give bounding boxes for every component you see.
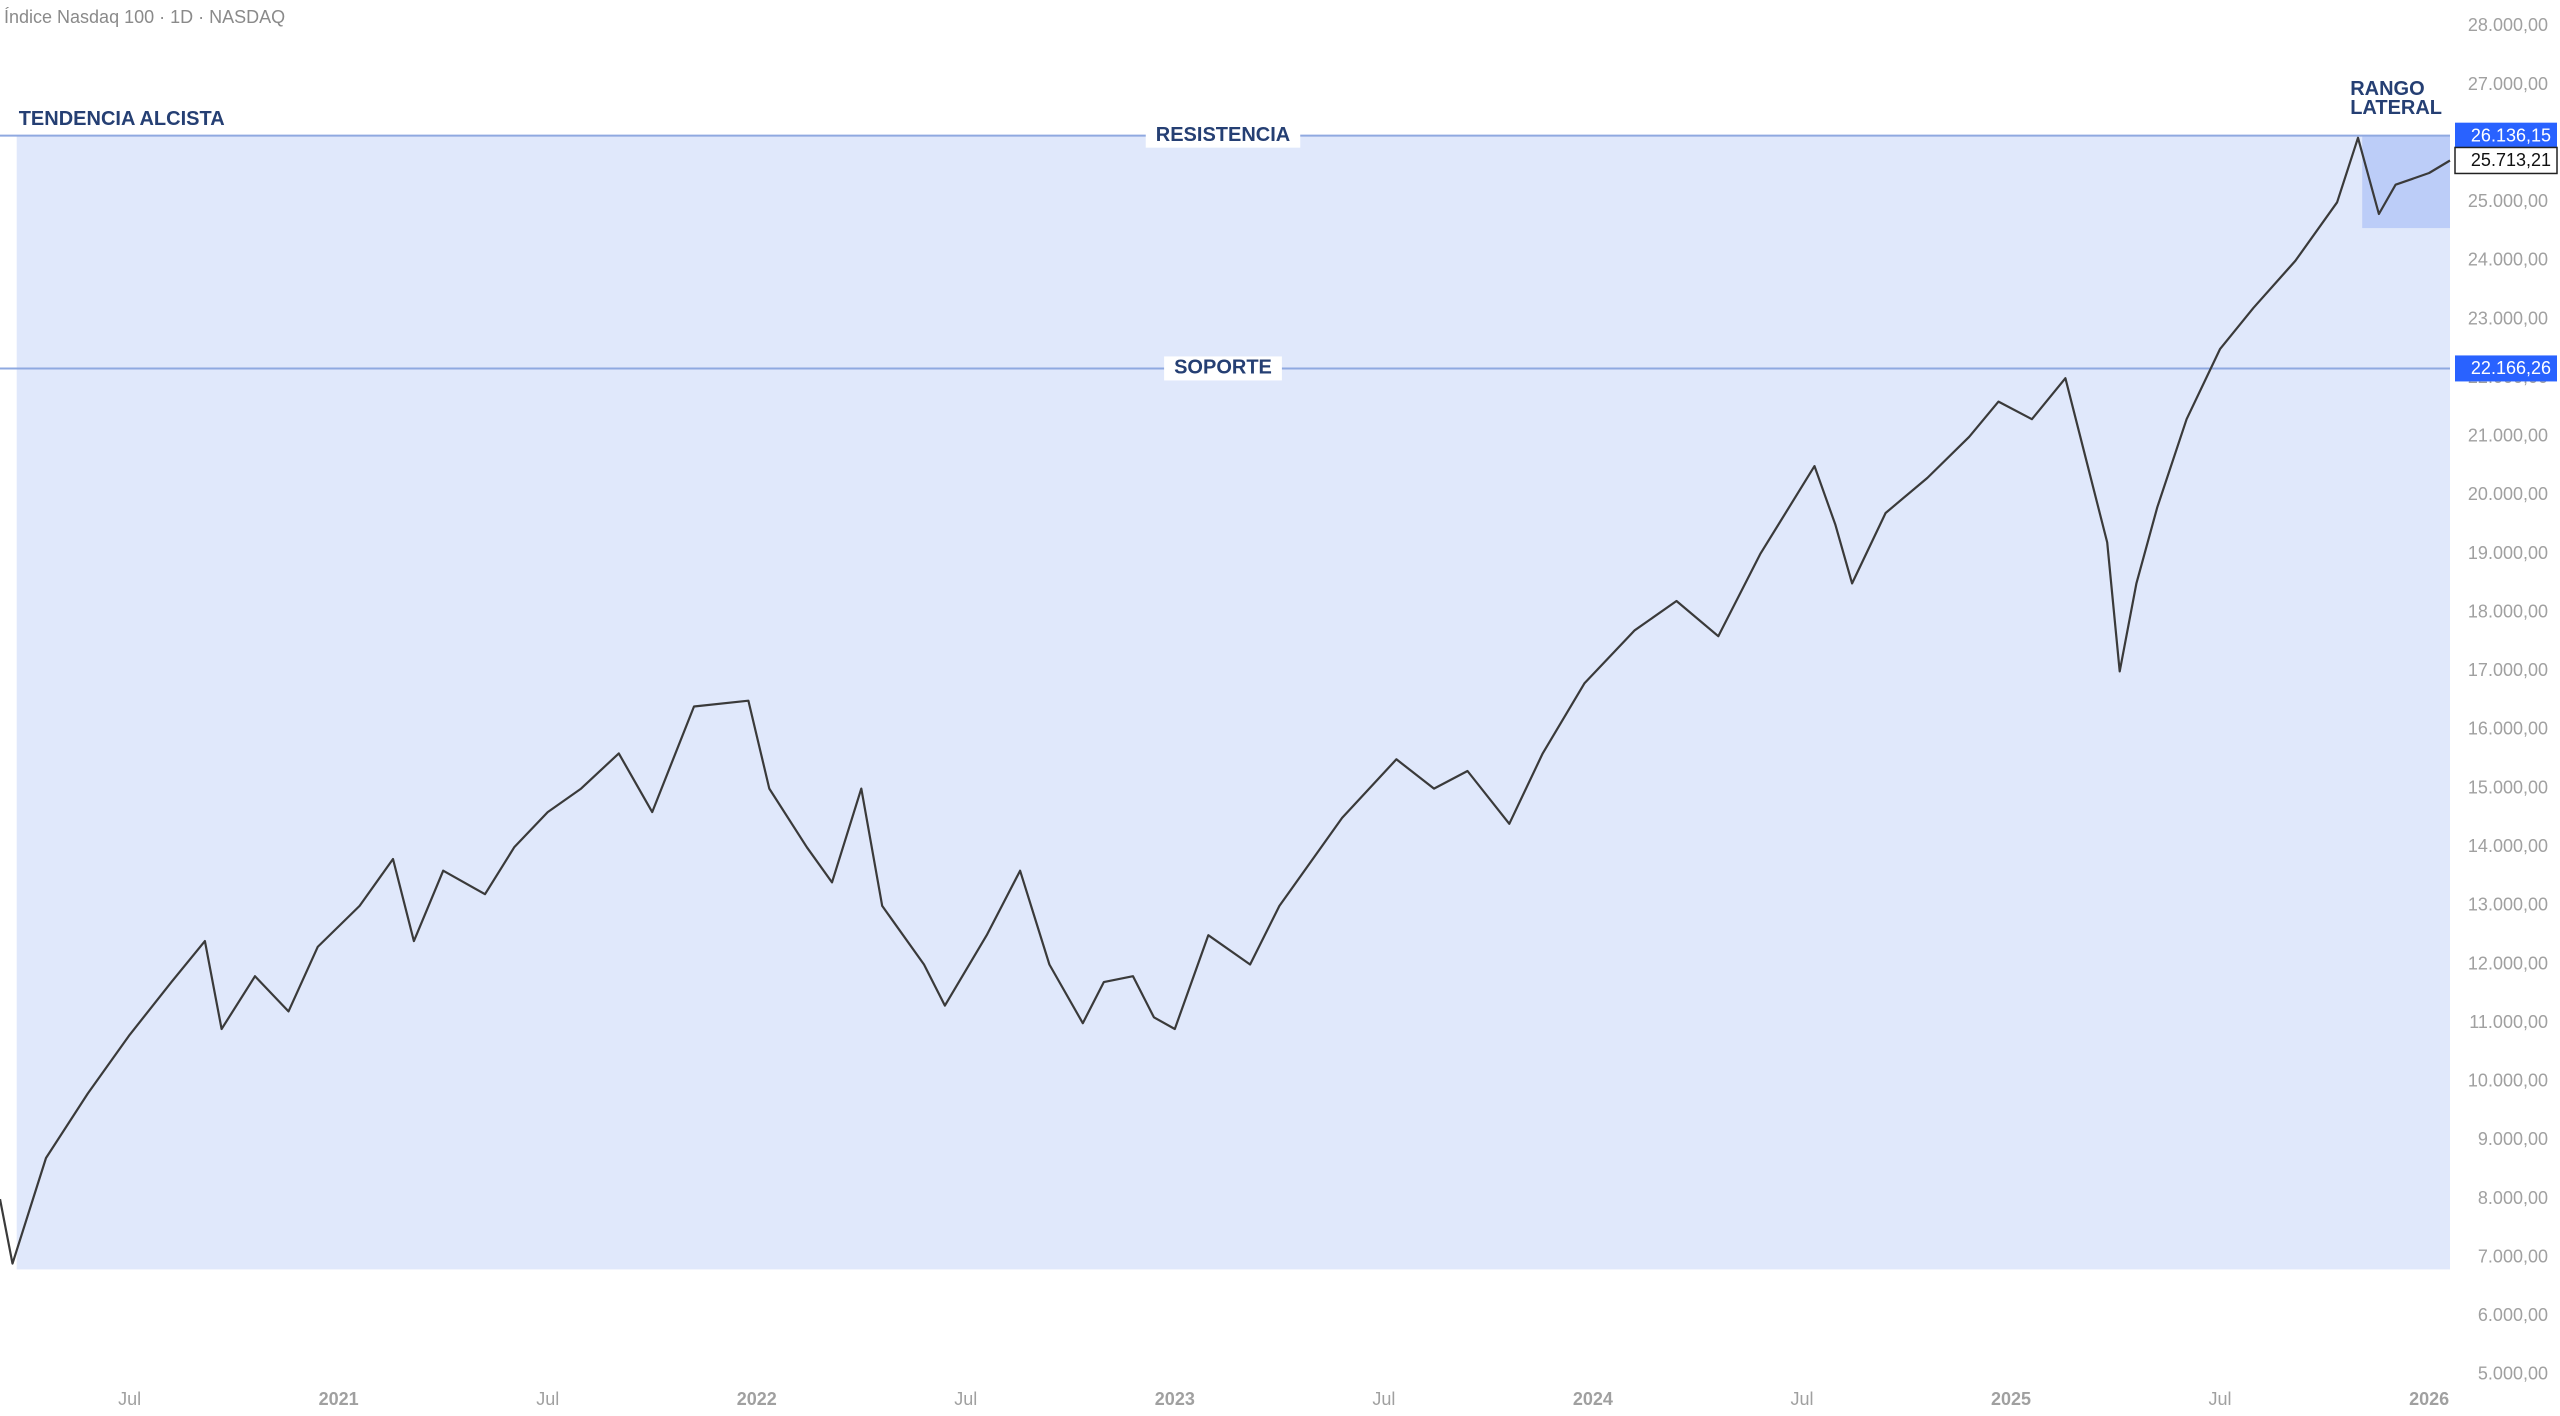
- y-tick-label: 12.000,00: [2468, 953, 2548, 973]
- level-tag: [2455, 122, 2557, 149]
- last-price-label: 25.713,21: [2471, 150, 2551, 170]
- y-tick-label: 27.000,00: [2468, 74, 2548, 94]
- y-tick-label: 17.000,00: [2468, 660, 2548, 680]
- y-tick-label: 8.000,00: [2478, 1188, 2548, 1208]
- x-tick-label: Jul: [118, 1389, 141, 1409]
- y-tick-label: 7.000,00: [2478, 1246, 2548, 1266]
- x-tick-label: Jul: [1790, 1389, 1813, 1409]
- x-tick-label: Jul: [954, 1389, 977, 1409]
- range-label: LATERAL: [2350, 97, 2442, 119]
- level-name: RESISTENCIA: [1156, 124, 1290, 146]
- x-tick-label: Jul: [1372, 1389, 1395, 1409]
- chart-title: Índice Nasdaq 100 · 1D · NASDAQ: [4, 7, 285, 27]
- y-tick-label: 10.000,00: [2468, 1071, 2548, 1091]
- y-tick-label: 24.000,00: [2468, 250, 2548, 270]
- level-name-bg: [1145, 123, 1301, 148]
- x-tick-label: Jul: [536, 1389, 559, 1409]
- x-tick-label: 2025: [1991, 1389, 2031, 1409]
- level-name-bg: [1164, 356, 1282, 381]
- x-tick-label: 2023: [1155, 1389, 1195, 1409]
- y-tick-label: 25.000,00: [2468, 191, 2548, 211]
- y-tick-label: 9.000,00: [2478, 1129, 2548, 1149]
- y-tick-label: 20.000,00: [2468, 484, 2548, 504]
- x-tick-label: 2021: [319, 1389, 359, 1409]
- level-tag-label: 22.166,26: [2471, 358, 2551, 378]
- y-tick-label: 28.000,00: [2468, 15, 2548, 35]
- range-label: RANGO: [2350, 78, 2424, 100]
- y-tick-label: 14.000,00: [2468, 836, 2548, 856]
- x-tick-label: Jul: [2209, 1389, 2232, 1409]
- price-line: [0, 136, 2451, 1265]
- x-tick-label: 2026: [2409, 1389, 2449, 1409]
- y-tick-label: 15.000,00: [2468, 777, 2548, 797]
- level-tag-label: 26.136,15: [2471, 125, 2551, 145]
- y-tick-label: 19.000,00: [2468, 543, 2548, 563]
- x-tick-label: 2024: [1573, 1389, 1613, 1409]
- level-name: SOPORTE: [1174, 357, 1272, 379]
- y-tick-label: 5.000,00: [2478, 1364, 2548, 1384]
- y-tick-label: 21.000,00: [2468, 426, 2548, 446]
- level-tag: [2455, 355, 2557, 382]
- y-tick-label: 23.000,00: [2468, 308, 2548, 328]
- y-tick-label: 6.000,00: [2478, 1305, 2548, 1325]
- y-tick-label: 11.000,00: [2469, 1012, 2548, 1032]
- y-tick-label: 18.000,00: [2468, 601, 2548, 621]
- y-tick-label: 16.000,00: [2468, 719, 2548, 739]
- trend-box: [16, 135, 2450, 1270]
- trend-label: TENDENCIA ALCISTA: [19, 108, 225, 130]
- x-tick-label: 2022: [737, 1389, 777, 1409]
- y-tick-label: 13.000,00: [2468, 895, 2548, 915]
- last-price-tag: [2454, 146, 2558, 175]
